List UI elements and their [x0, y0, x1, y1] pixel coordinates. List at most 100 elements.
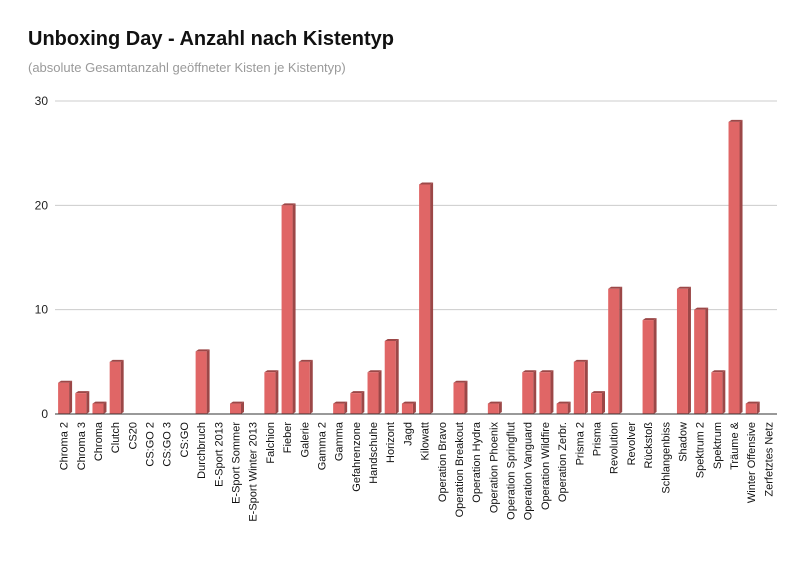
y-tick-label: 30 [35, 94, 49, 108]
bar [711, 370, 726, 414]
bar-side [722, 370, 726, 414]
bar [75, 391, 90, 414]
x-tick-label: Jagd [402, 422, 414, 446]
bar [539, 370, 554, 414]
bar [556, 401, 571, 414]
bar-front [522, 372, 534, 414]
bar-top [728, 119, 743, 122]
x-tick-label: Schlangenbiss [660, 422, 672, 494]
x-tick-label: Chroma 2 [59, 422, 71, 470]
x-tick-label: E-Sport Winter 2013 [248, 422, 260, 522]
bar-side [464, 380, 468, 414]
bar-top [487, 401, 502, 404]
bar [694, 307, 709, 414]
bar [522, 370, 537, 414]
x-tick-label: Rückstoß [643, 422, 655, 469]
x-tick-label: Fieber [282, 422, 294, 454]
bar-front [539, 372, 551, 414]
bar [333, 401, 348, 414]
y-axis-tick-labels: 0 10 20 30 [35, 94, 49, 421]
bar-side [378, 370, 382, 414]
bar [384, 338, 399, 414]
bar-front [745, 403, 757, 414]
bar-top [75, 391, 90, 394]
bar-side [653, 318, 657, 414]
bar [230, 401, 244, 414]
bar-top [539, 370, 554, 373]
bar-front [384, 340, 396, 414]
bar-front [350, 393, 362, 414]
x-tick-label: Operation Vanguard [523, 422, 535, 520]
bar-front [75, 393, 87, 414]
bar-front [728, 121, 740, 414]
bar-front [608, 288, 620, 414]
bar-top [92, 401, 107, 404]
bar-side [309, 359, 313, 414]
bar-front [333, 403, 345, 414]
bar-side [86, 391, 90, 414]
bar-side [602, 391, 605, 414]
bar [350, 391, 365, 414]
bar-top [367, 370, 382, 373]
bars [58, 119, 760, 414]
x-tick-label: Galerie [299, 422, 311, 457]
x-tick-label: Revolver [626, 422, 638, 466]
x-tick-label: Falchion [265, 422, 277, 464]
bar [487, 401, 502, 414]
bar-front [58, 382, 70, 414]
bar-front [676, 288, 688, 414]
x-tick-label: CS:GO 3 [162, 422, 174, 467]
bar [92, 401, 107, 414]
bar-top [676, 286, 691, 289]
bar-side [567, 401, 571, 414]
x-tick-label: Gamma 2 [316, 422, 328, 470]
x-tick-label: Kilowatt [420, 422, 432, 461]
x-tick-label: Winter Offensive [746, 422, 758, 503]
bar-front [591, 393, 602, 414]
x-tick-label: CS:GO 2 [145, 422, 157, 467]
bar-side [412, 401, 416, 414]
bar-top [453, 380, 468, 383]
bar-front [401, 403, 413, 414]
x-tick-label: Handschuhe [368, 422, 380, 484]
bar [745, 401, 760, 414]
bar-top [556, 401, 571, 404]
bar-side [103, 401, 107, 414]
x-tick-label: Prisma 2 [574, 422, 586, 465]
bar [608, 286, 623, 414]
bar-top [401, 401, 416, 404]
x-tick-label: Operation Bravo [437, 422, 449, 502]
bar-front [195, 351, 207, 414]
bar-front [281, 205, 293, 414]
x-tick-label: Operation Phoenix [488, 422, 500, 514]
bar [573, 359, 588, 414]
bar-top [591, 391, 605, 394]
bar-side [584, 359, 588, 414]
bar [298, 359, 313, 414]
bar-front [487, 403, 499, 414]
bar-front [711, 372, 723, 414]
bar-front [556, 403, 568, 414]
bar-side [498, 401, 502, 414]
x-tick-label: Operation Zerbr. [557, 422, 569, 502]
x-axis-category-labels: Chroma 2 Chroma 3 Chroma Clutch CS20 CS:GO 2 C… [59, 421, 776, 522]
x-tick-label: Durchbruch [196, 422, 208, 479]
bar [728, 119, 743, 414]
x-tick-label: CS20 [127, 422, 139, 450]
x-tick-label: Gefahrenzone [351, 422, 363, 492]
bar-side [619, 286, 623, 414]
bar-top [573, 359, 588, 362]
bar [195, 349, 210, 414]
bar-side [705, 307, 709, 414]
x-tick-label: Spektrum [712, 422, 724, 469]
x-tick-label: E-Sport 2013 [213, 422, 225, 487]
bar-top [230, 401, 244, 404]
bar-front [642, 320, 654, 414]
x-tick-label: Gamma [334, 421, 346, 461]
bar [264, 370, 279, 414]
bar-side [344, 401, 348, 414]
x-tick-label: Revolution [609, 422, 621, 474]
bar-top [281, 203, 296, 206]
bar-side [739, 119, 743, 414]
